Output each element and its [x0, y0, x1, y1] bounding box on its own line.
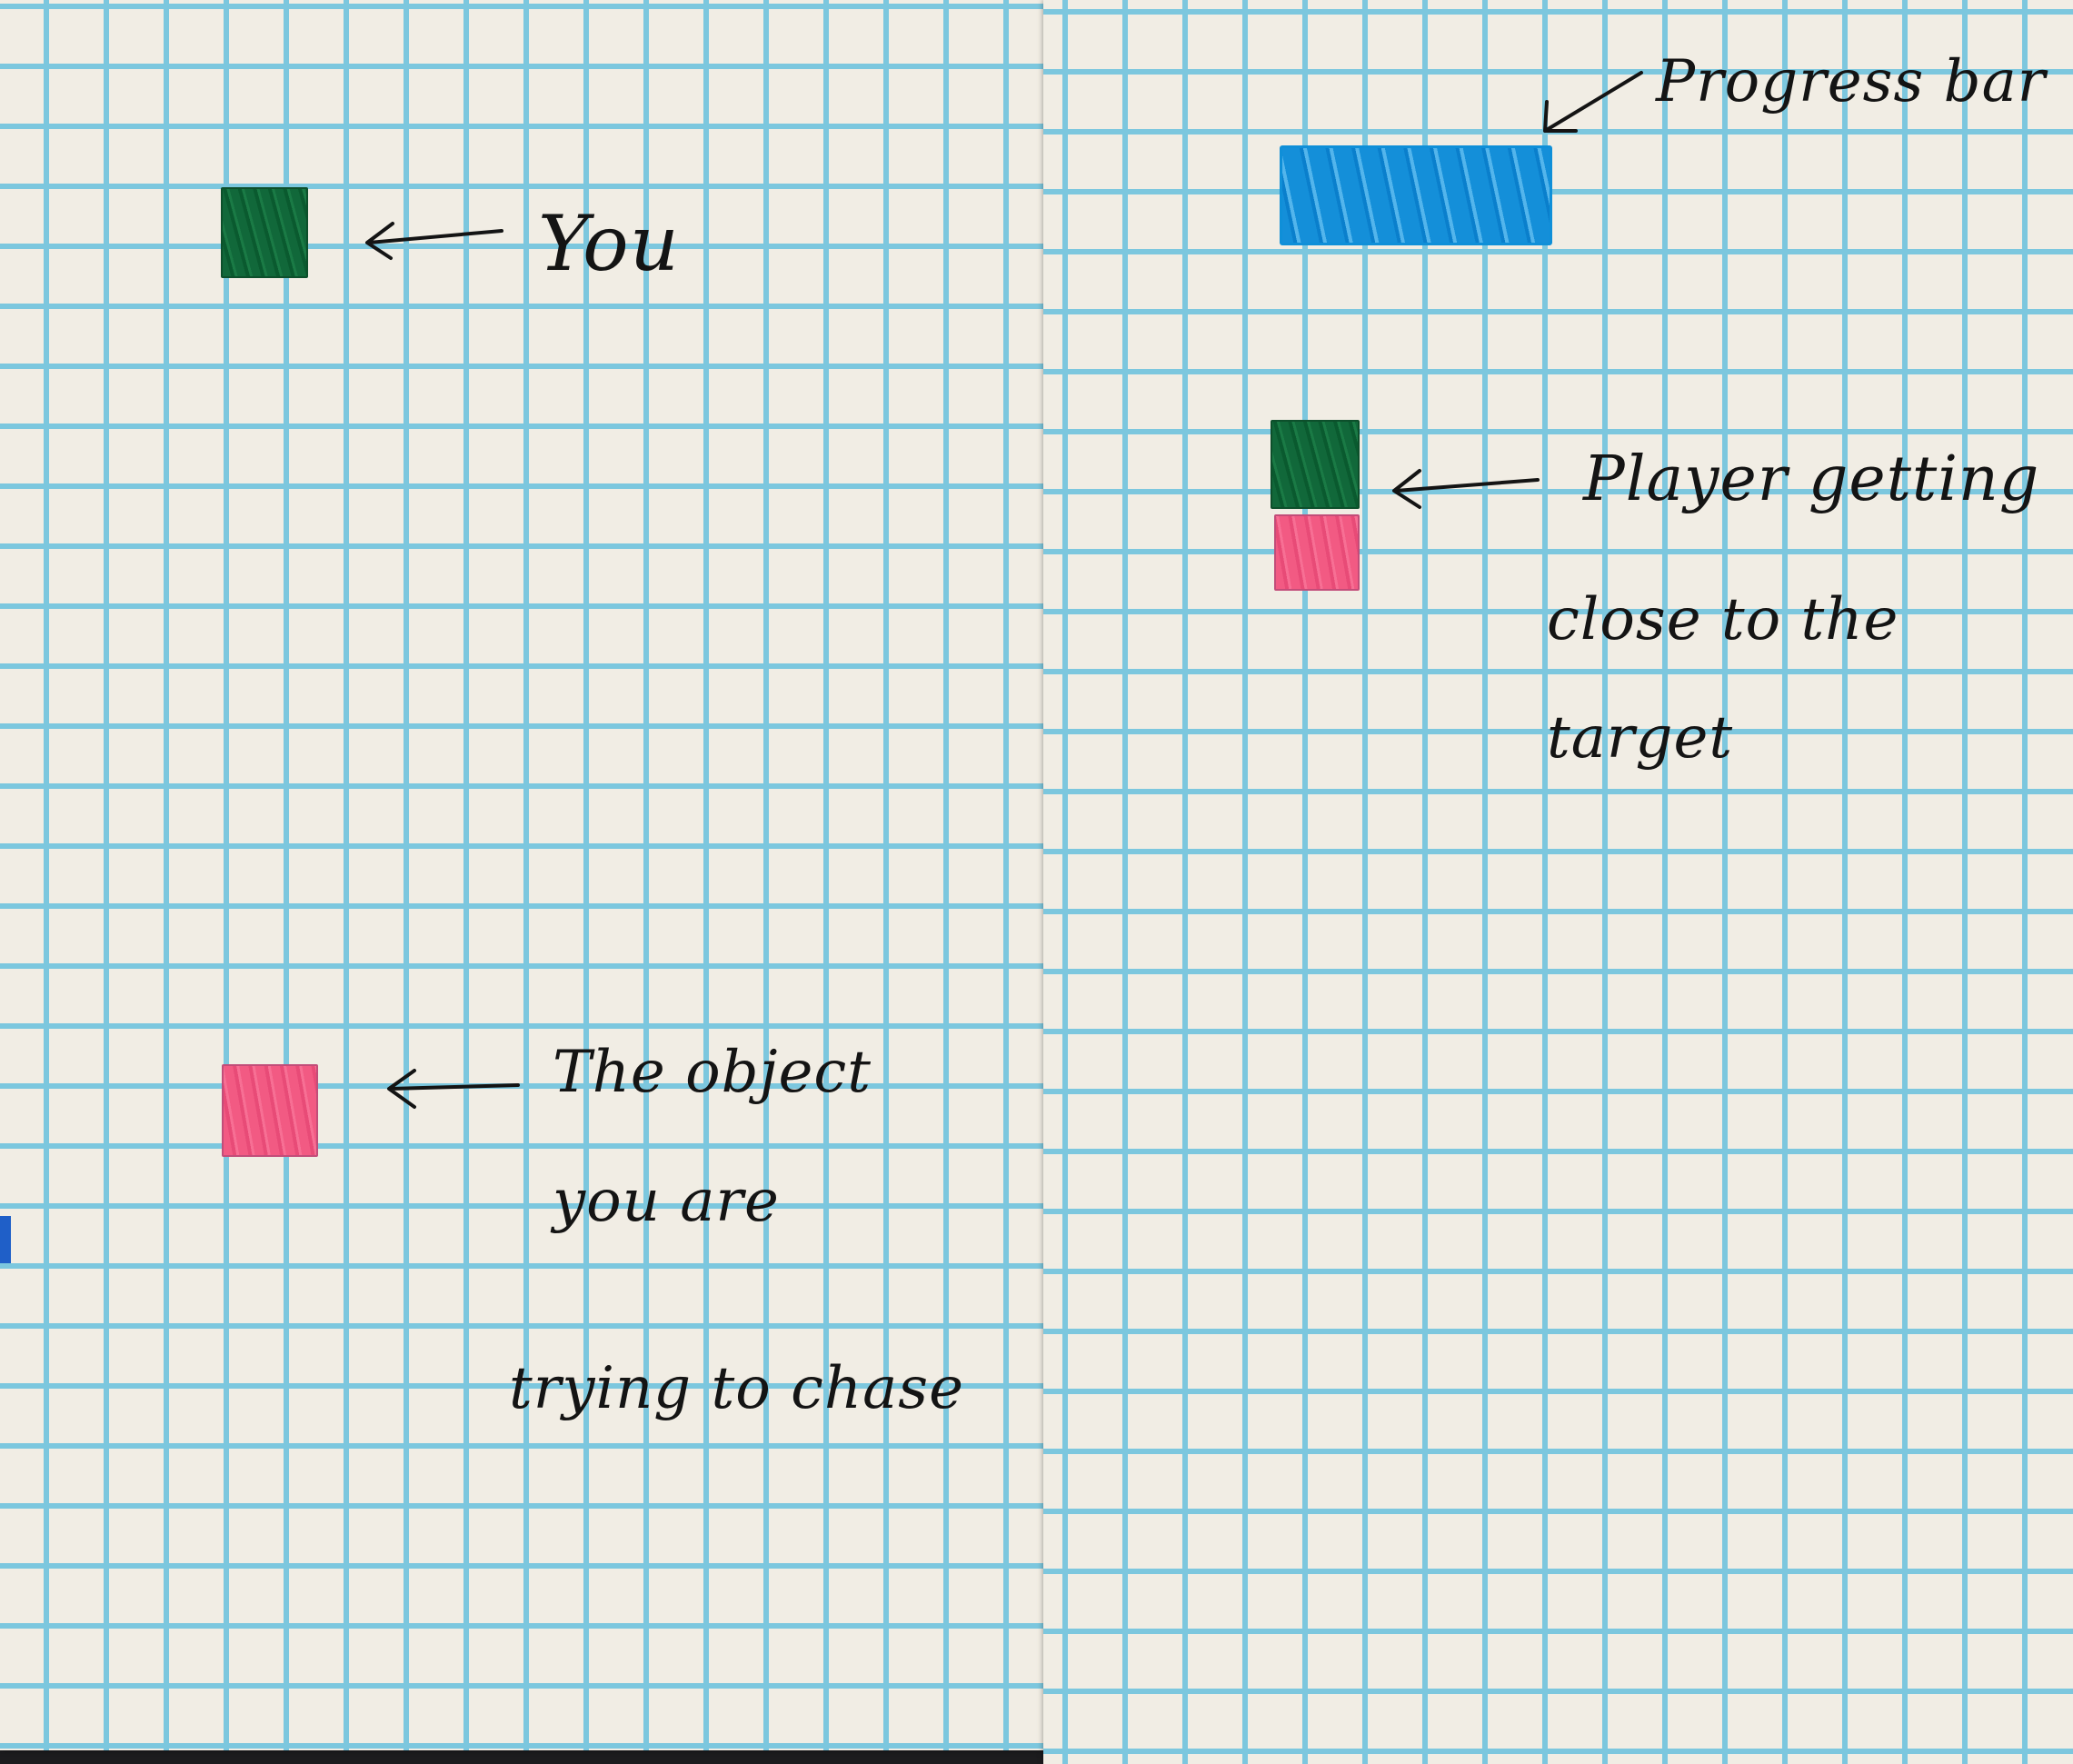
object-arrow-icon [384, 1065, 520, 1111]
progress-bar-label: Progress bar [1656, 48, 2047, 115]
progress-bar [1280, 145, 1552, 245]
target-square [222, 1064, 318, 1157]
object-label-line-3: trying to chase [509, 1355, 964, 1422]
target-square-near-player [1274, 514, 1360, 591]
object-label-line-2: you are [553, 1168, 780, 1235]
progress-bar-fill [1282, 148, 1550, 243]
player-square-near-target [1271, 420, 1360, 509]
object-label-line-1: The object [553, 1039, 872, 1106]
blue-edge-mark [0, 1216, 11, 1263]
caption-line-1: Player getting [1583, 443, 2040, 515]
caption-line-2: close to the [1547, 586, 1899, 653]
player-arrow-icon [1389, 465, 1540, 513]
you-label: You [538, 199, 680, 288]
caption-line-3: target [1547, 704, 1734, 772]
progress-arrow-icon [1536, 65, 1645, 138]
player-square [221, 187, 308, 278]
you-arrow-icon [362, 218, 503, 264]
left-sketch-card [0, 0, 1054, 1750]
right-sketch-card [1043, 0, 2073, 1764]
